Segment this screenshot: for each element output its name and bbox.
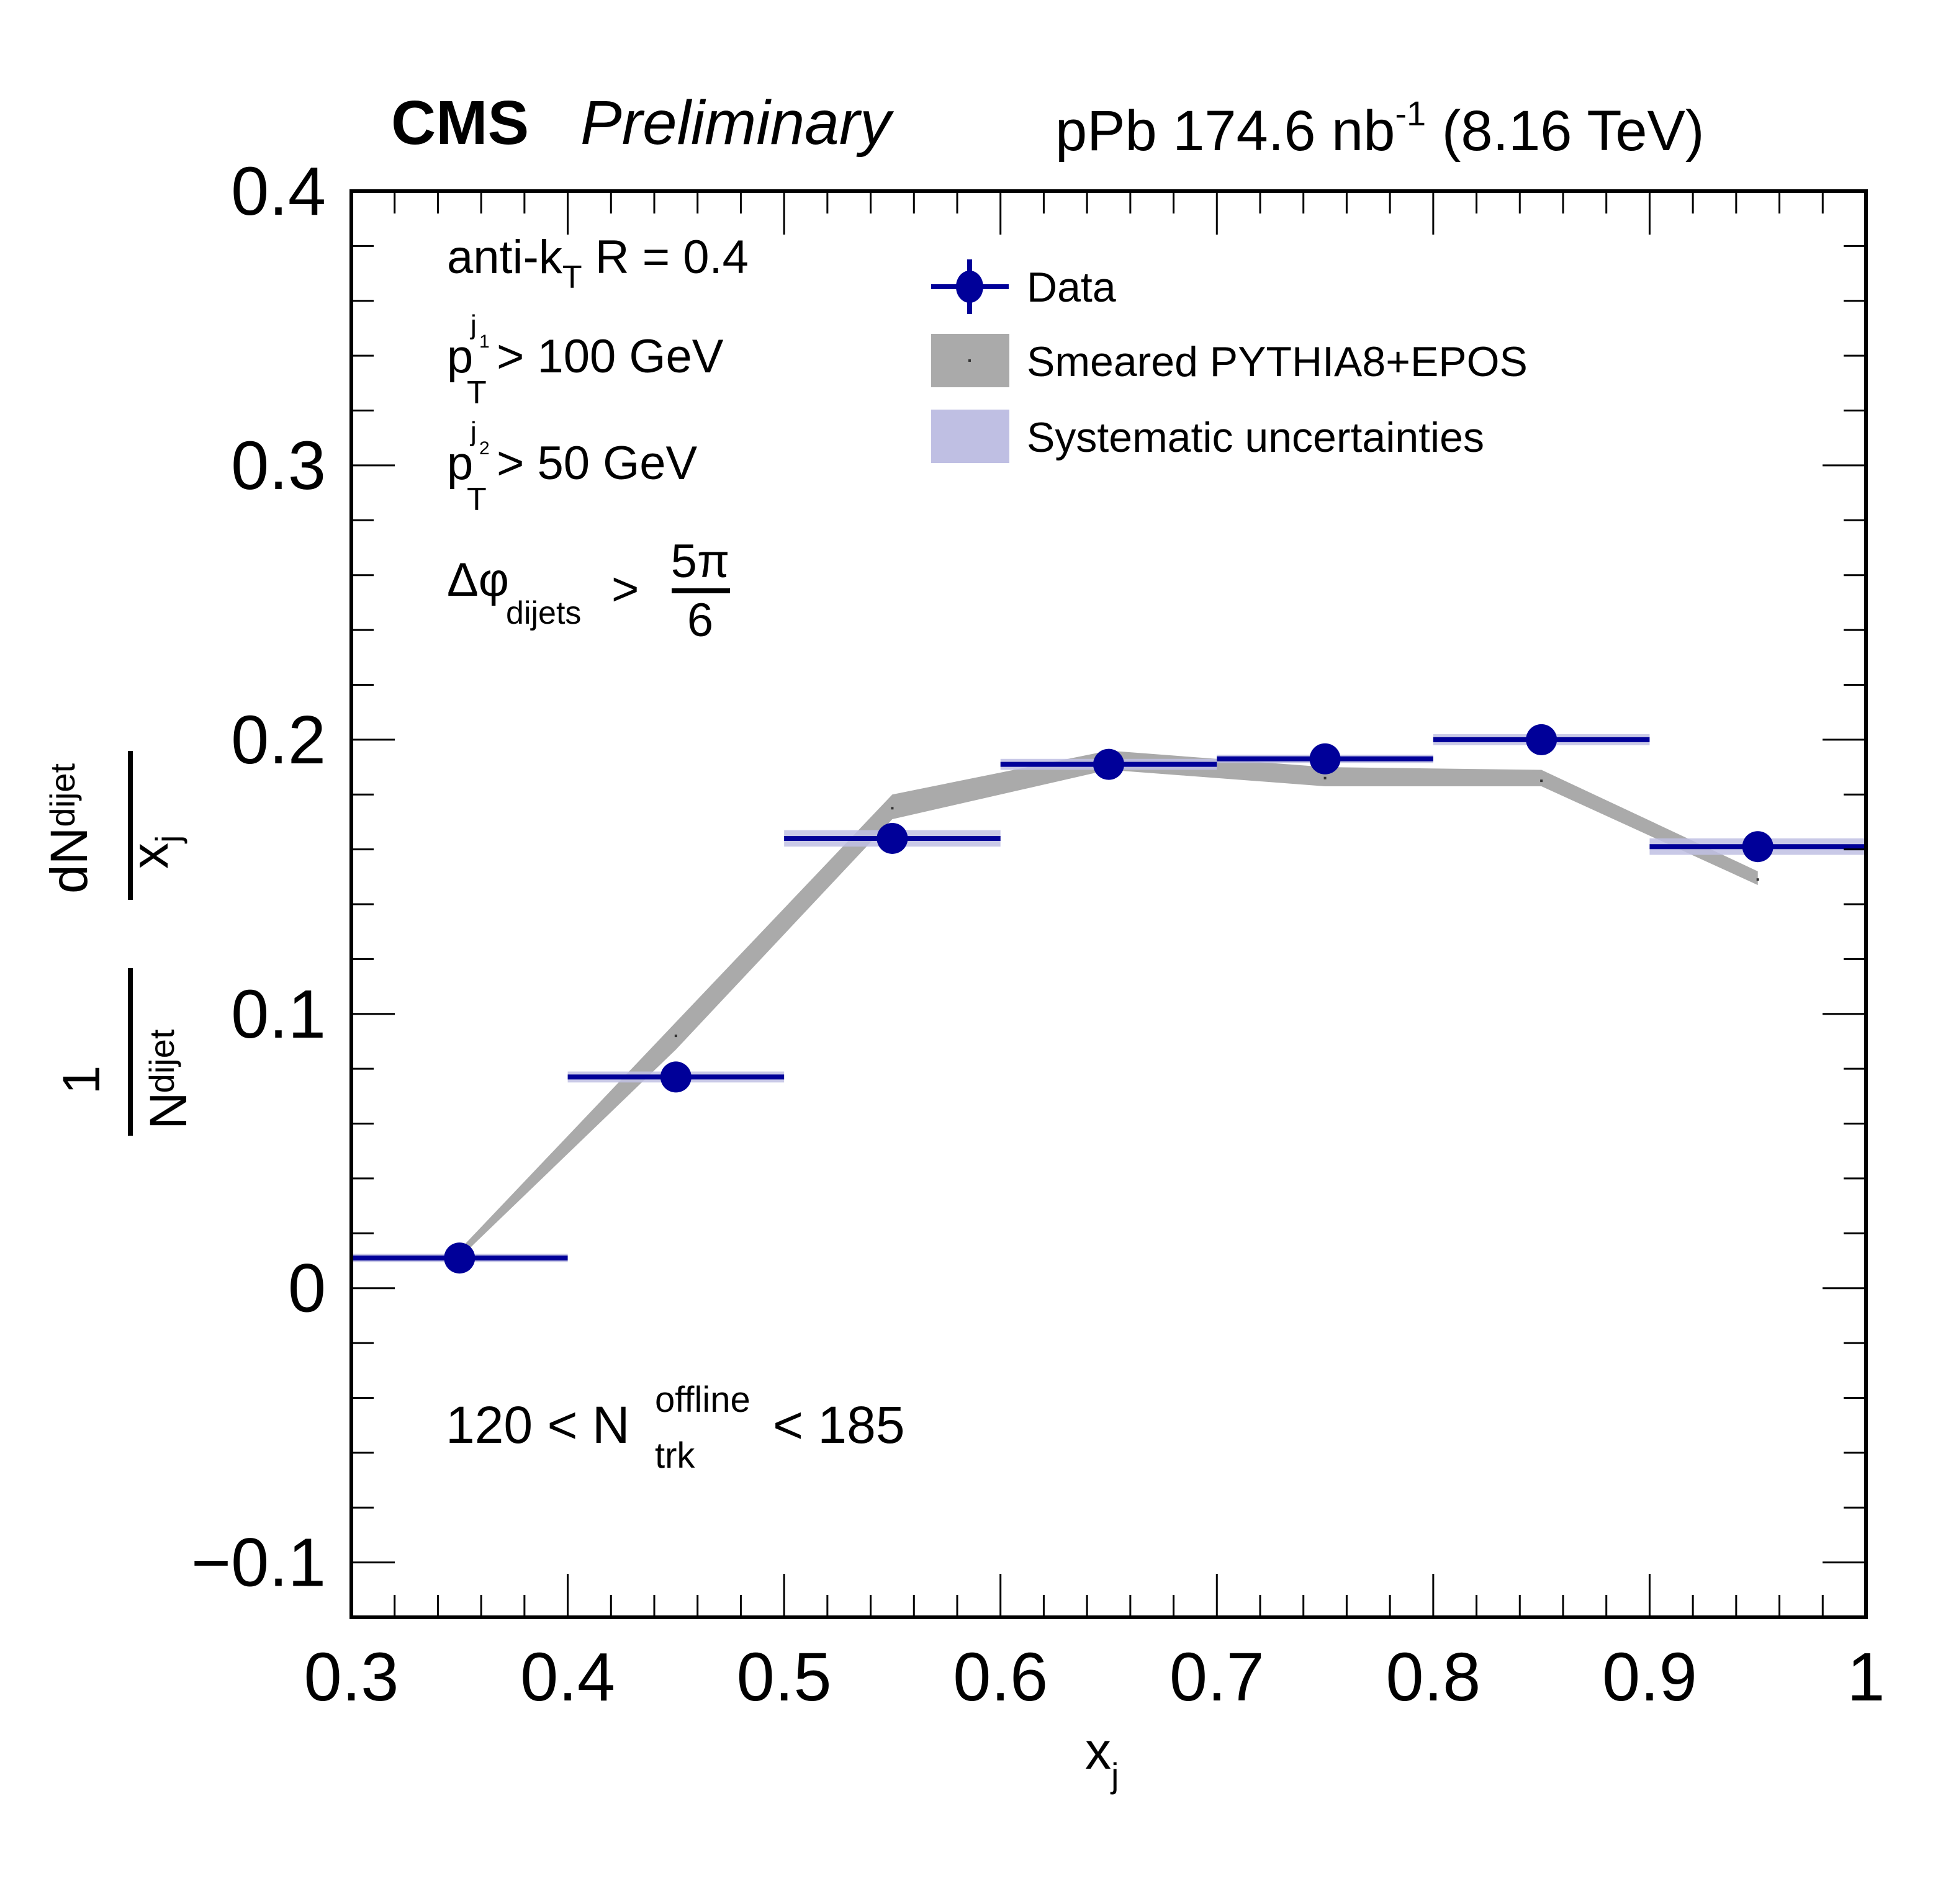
model-point [1540,779,1543,783]
dphi-sub: dijets [506,595,581,631]
y-title-outer-den: Ndijet [139,1029,197,1129]
x-tick-label: 0.4 [520,1639,615,1715]
lead-cut-sup: j [469,310,477,340]
y-title-inner-num: dNdijet [40,763,98,894]
legend-entry-model: Smeared PYTHIA8+EPOS [931,334,1528,387]
legend-entry-syst: Systematic uncertainties [931,410,1484,463]
y-title-x-sub: j [148,835,187,844]
x-axis-title-main: x [1085,1722,1111,1780]
annotation-lead-cut: p j 1 T > 100 GeV [447,310,724,411]
preliminary-label: Preliminary [580,88,895,158]
lumi-prefix: pPb 174.6 nb [1055,99,1395,163]
sublead-cut-supsub: 2 [479,438,490,459]
y-title-inner-den: xj [120,835,187,869]
y-tick-label: 0.1 [231,976,326,1053]
multiplicity-sub: trk [655,1435,695,1476]
lumi-superscript: -1 [1395,94,1426,133]
x-tick-label: 0.5 [737,1639,832,1715]
data-point [1093,748,1124,780]
data-layer [351,724,1866,1274]
y-axis-ticks [351,190,1866,1619]
annotation-jet-algo: anti-kT R = 0.4 [447,231,749,295]
dphi-op: > [611,563,639,616]
data-point [877,822,908,854]
model-point [674,1035,677,1038]
lead-cut-sub: T [467,375,487,411]
legend-data-label: Data [1027,264,1116,311]
dphi-main: Δφ [447,554,509,606]
x-axis-ticks [350,191,1867,1617]
y-title-dN-sub: dijet [43,763,82,827]
cms-label: CMS [391,88,529,158]
model-point [1756,878,1759,881]
jet-algo-main: anti-k [447,231,563,284]
jet-algo-sub: T [562,259,582,295]
y-title-one: 1 [52,1066,110,1095]
y-title-N-sub: dijet [142,1029,181,1093]
x-tick-label: 0.6 [953,1639,1048,1715]
y-title-x: x [120,843,179,869]
annotation-dphi-cut: Δφ dijets > 5π 6 [447,535,730,647]
legend-data-marker [956,271,983,303]
data-point [444,1242,475,1274]
y-tick-label: 0.3 [231,428,326,504]
sublead-cut-sup: j [469,416,477,447]
data-point [1526,724,1557,755]
x-tick-label: 0.7 [1170,1639,1264,1715]
model-point [891,807,894,810]
x-axis-tick-labels: 0.3 0.4 0.5 0.6 0.7 0.8 0.9 1 [304,1639,1885,1715]
legend-entry-data: Data [931,259,1116,314]
dphi-den: 6 [687,594,713,647]
multiplicity-prefix: 120 < N [446,1396,630,1454]
y-title-dN: dN [40,827,98,894]
x-tick-label: 0.8 [1386,1639,1481,1715]
y-title-N: N [139,1092,197,1129]
x-axis-title-sub: j [1110,1756,1119,1795]
data-point [660,1061,692,1093]
x-tick-label: 0.9 [1602,1639,1697,1715]
y-axis-title: 1 Ndijet dNdijet xj [40,751,197,1136]
x-tick-label: 0.3 [304,1639,399,1715]
y-axis-tick-labels: −0.1 0 0.1 0.2 0.3 0.4 [191,153,326,1601]
lead-cut-text: > 100 GeV [497,330,724,383]
legend-model-dot [968,359,971,362]
jet-algo-suffix: R = 0.4 [582,231,749,284]
lead-cut-p: p [447,330,473,383]
multiplicity-sup: offline [655,1380,750,1420]
annotation-multiplicity: 120 < N offline trk < 185 [446,1380,905,1476]
energy-label: (8.16 TeV) [1426,99,1704,163]
legend: Data Smeared PYTHIA8+EPOS Systematic unc… [931,259,1528,463]
multiplicity-suffix: < 185 [773,1396,905,1454]
model-point [1323,776,1327,779]
model-band-layer [458,750,1759,1259]
y-tick-label: 0.4 [231,153,326,230]
model-band [459,750,1758,1259]
legend-model-label: Smeared PYTHIA8+EPOS [1027,338,1528,385]
y-tick-label: −0.1 [191,1525,326,1601]
data-point [1309,743,1341,775]
x-axis-title: xj [1085,1722,1119,1795]
y-tick-label: 0 [288,1251,326,1327]
dphi-num: 5π [671,535,730,588]
legend-syst-label: Systematic uncertainties [1027,414,1484,461]
syst-layer [351,734,1866,1262]
sublead-cut-text: > 50 GeV [497,437,698,490]
x-tick-label: 1 [1847,1639,1885,1715]
legend-syst-swatch [931,410,1009,463]
lead-cut-supsub: 1 [479,331,490,352]
y-tick-label: 0.2 [231,702,326,778]
sublead-cut-sub: T [467,482,487,518]
data-point [1742,831,1773,863]
lumi-energy-label: pPb 174.6 nb-1 (8.16 TeV) [1055,94,1705,163]
sublead-cut-p: p [447,437,473,490]
annotation-sublead-cut: p j 2 T > 50 GeV [447,416,698,518]
